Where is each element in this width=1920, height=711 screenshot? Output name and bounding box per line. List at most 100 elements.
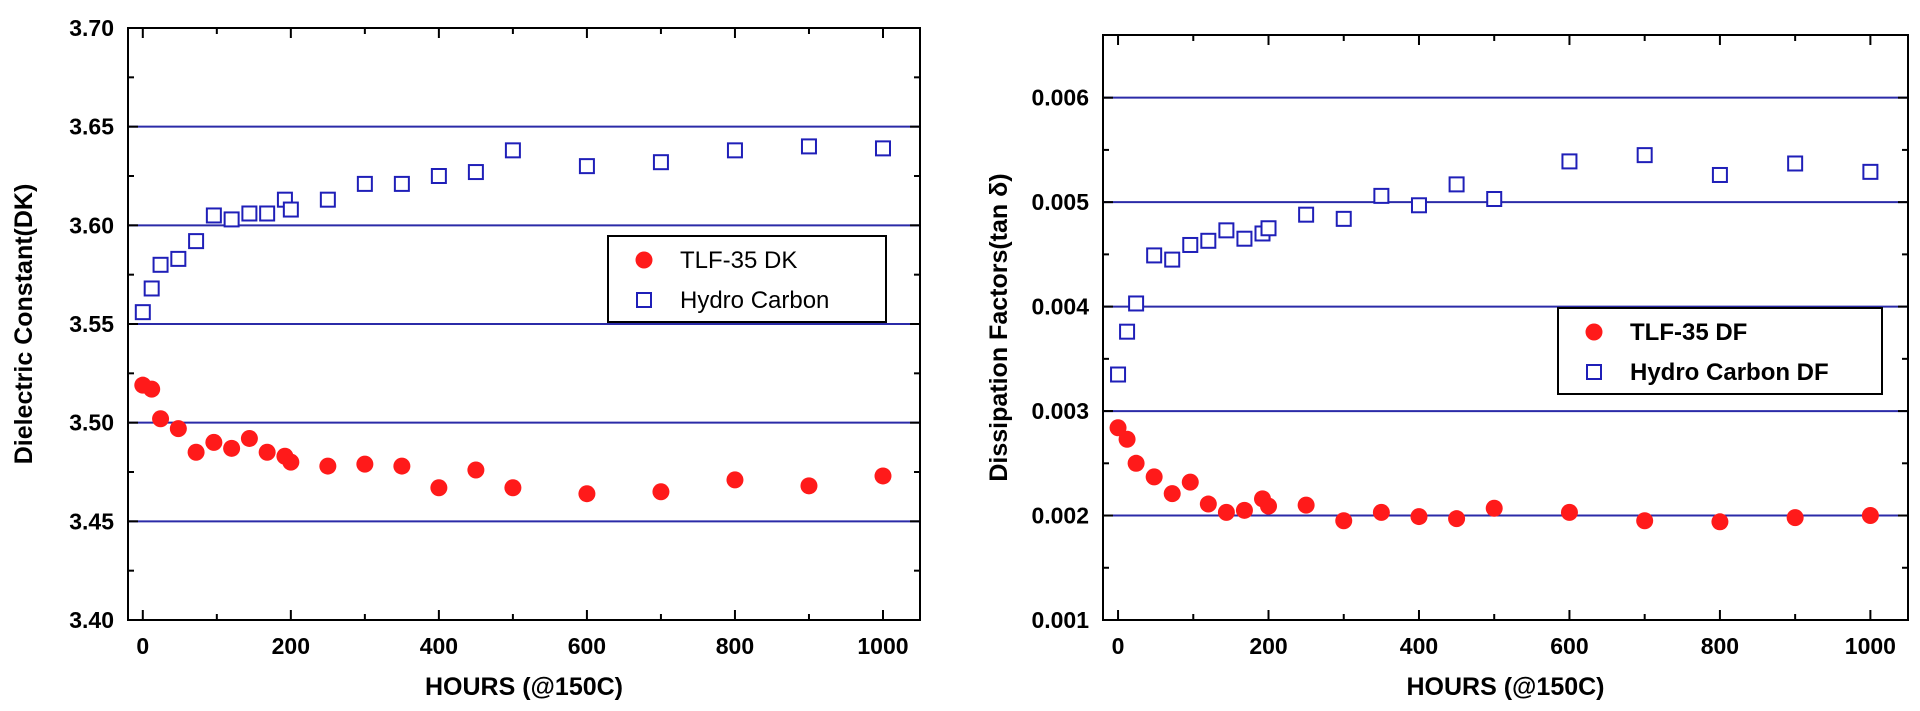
data-point bbox=[223, 211, 240, 228]
data-point bbox=[1486, 191, 1503, 208]
legend-label: TLF-35 DF bbox=[1630, 319, 1747, 346]
data-point bbox=[1145, 468, 1163, 486]
data-point bbox=[1335, 512, 1353, 530]
data-point bbox=[240, 429, 258, 447]
data-point bbox=[1236, 230, 1253, 247]
legend-marker bbox=[1586, 364, 1602, 380]
legend: TLF-35 DF Hydro Carbon DF bbox=[1557, 307, 1883, 395]
data-point bbox=[1410, 508, 1428, 526]
data-point bbox=[1260, 220, 1277, 237]
data-point bbox=[652, 154, 669, 171]
x-tick-label: 200 bbox=[1249, 633, 1287, 659]
y-tick-label: 0.001 bbox=[1031, 607, 1089, 633]
data-point bbox=[1711, 513, 1729, 531]
y-tick-label: 0.006 bbox=[1031, 85, 1089, 111]
data-point bbox=[1410, 197, 1427, 214]
x-tick-label: 800 bbox=[1701, 633, 1739, 659]
data-point bbox=[1373, 187, 1390, 204]
data-point bbox=[1862, 163, 1879, 180]
data-point bbox=[1217, 503, 1235, 521]
legend-marker bbox=[636, 292, 652, 308]
data-point bbox=[1711, 166, 1728, 183]
y-tick-label: 3.70 bbox=[69, 15, 114, 41]
data-point bbox=[152, 256, 169, 273]
data-point bbox=[1110, 366, 1127, 383]
x-tick-label: 600 bbox=[568, 633, 606, 659]
data-point bbox=[1335, 210, 1352, 227]
data-point bbox=[1200, 232, 1217, 249]
legend-label: Hydro Carbon bbox=[680, 287, 829, 314]
data-point bbox=[1235, 501, 1253, 519]
data-point bbox=[1146, 247, 1163, 264]
x-tick-label: 0 bbox=[136, 633, 149, 659]
data-point bbox=[800, 138, 817, 155]
data-point bbox=[1636, 147, 1653, 164]
data-point bbox=[430, 479, 448, 497]
data-point bbox=[143, 380, 161, 398]
data-point bbox=[578, 485, 596, 503]
data-point bbox=[282, 453, 300, 471]
data-point bbox=[170, 250, 187, 267]
y-tick-label: 0.004 bbox=[1031, 294, 1089, 320]
data-point bbox=[1118, 430, 1136, 448]
data-point bbox=[1199, 495, 1217, 513]
y-tick-label: 3.45 bbox=[69, 508, 114, 534]
series-2 bbox=[134, 138, 891, 321]
y-tick-label: 0.005 bbox=[1031, 189, 1089, 215]
legend: TLF-35 DK Hydro Carbon bbox=[607, 235, 887, 323]
y-axis-title: Dissipation Factors(tan δ) bbox=[985, 173, 1013, 481]
x-tick-label: 1000 bbox=[857, 633, 908, 659]
data-point bbox=[1260, 497, 1278, 515]
chart-panel-1: 3.40 3.45 3.50 3.55 3.60 3.65 3.70 0 200 400 600 80… bbox=[10, 15, 921, 701]
data-point bbox=[282, 201, 299, 218]
data-point bbox=[187, 443, 205, 461]
plot-frame bbox=[1102, 34, 1909, 621]
legend-label: Hydro Carbon DF bbox=[1630, 359, 1829, 386]
data-point bbox=[467, 461, 485, 479]
x-axis-title: HOURS (@150C) bbox=[425, 673, 623, 701]
data-point bbox=[1561, 153, 1578, 170]
data-point bbox=[319, 191, 336, 208]
data-point bbox=[259, 205, 276, 222]
data-point bbox=[504, 479, 522, 497]
data-point bbox=[258, 443, 276, 461]
x-tick-label: 0 bbox=[1112, 633, 1125, 659]
data-point bbox=[1218, 222, 1235, 239]
y-axis-title: Dielectric Constant(DK) bbox=[10, 184, 38, 465]
x-tick-label: 600 bbox=[1550, 633, 1588, 659]
legend-box bbox=[1557, 307, 1883, 395]
data-point bbox=[1786, 509, 1804, 527]
data-point bbox=[1636, 512, 1654, 530]
data-point bbox=[1181, 473, 1199, 491]
data-point bbox=[1485, 499, 1503, 517]
y-tick-label: 0.003 bbox=[1031, 398, 1089, 424]
chart-panel-2: 0.001 0.002 0.003 0.004 0.005 0.006 0 200 400 600… bbox=[985, 34, 1909, 701]
data-point bbox=[652, 483, 670, 501]
data-point bbox=[1787, 155, 1804, 172]
data-point bbox=[134, 304, 151, 321]
series-1 bbox=[1109, 419, 1879, 531]
y-tick-label: 3.60 bbox=[69, 212, 114, 238]
data-point bbox=[1119, 323, 1136, 340]
data-point bbox=[1448, 176, 1465, 193]
data-point bbox=[152, 410, 170, 428]
x-axis-title: HOURS (@150C) bbox=[1406, 673, 1604, 701]
data-point bbox=[874, 467, 892, 485]
data-point bbox=[188, 233, 205, 250]
y-tick-label: 3.65 bbox=[69, 114, 114, 140]
data-point bbox=[1128, 295, 1145, 312]
y-tick-label: 0.002 bbox=[1031, 503, 1089, 529]
data-point bbox=[1127, 454, 1145, 472]
data-point bbox=[1448, 510, 1466, 528]
data-point bbox=[467, 164, 484, 181]
data-point bbox=[241, 205, 258, 222]
y-tick-label: 3.55 bbox=[69, 311, 114, 337]
data-point bbox=[169, 420, 187, 438]
data-point bbox=[1163, 485, 1181, 503]
y-tick-label: 3.40 bbox=[69, 607, 114, 633]
x-tick-label: 800 bbox=[716, 633, 754, 659]
data-point bbox=[726, 142, 743, 159]
data-point bbox=[1372, 503, 1390, 521]
y-tick-label: 3.50 bbox=[69, 410, 114, 436]
